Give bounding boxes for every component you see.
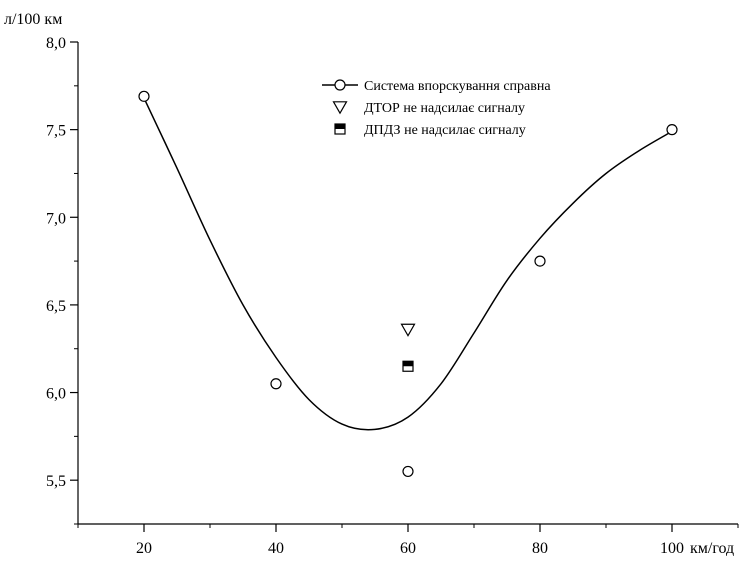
- axis-ticks: 5,5 6,0 6,5 7,0 7,5 8,0 20 40 60 80 100: [46, 35, 739, 557]
- y-tick-label: 7,0: [46, 210, 66, 227]
- y-tick-label: 7,5: [46, 123, 66, 140]
- legend-label: Система впорскування справна: [364, 79, 551, 94]
- data-point-series-1: [666, 124, 678, 136]
- legend-label: ДТОР не надсилає сигналу: [364, 101, 525, 116]
- legend-marker: [334, 79, 346, 91]
- legend: Система впорскування справна ДТОР не надс…: [322, 79, 551, 138]
- y-tick-label: 6,0: [46, 386, 66, 403]
- data-point-series-1: [534, 255, 546, 267]
- data-markers: [138, 90, 678, 478]
- x-tick-label: 40: [268, 540, 284, 557]
- x-tick-label: 20: [136, 540, 152, 557]
- legend-label: ДПДЗ не надсилає сигналу: [364, 123, 526, 138]
- legend-marker: [334, 123, 346, 135]
- x-tick-label: 60: [400, 540, 416, 557]
- data-point-series-1: [402, 465, 414, 478]
- y-tick-label: 6,5: [46, 298, 66, 315]
- data-point-series-3: [402, 360, 414, 372]
- x-tick-label: 80: [532, 540, 548, 557]
- data-point-series-1: [138, 90, 150, 102]
- y-axis-title: л/100 км: [4, 11, 62, 28]
- data-point-series-1: [270, 378, 282, 390]
- legend-marker: [332, 101, 348, 115]
- x-axis-title: км/год: [690, 540, 734, 557]
- y-tick-label: 5,5: [46, 473, 66, 490]
- fit-curve-line: [143, 97, 673, 431]
- data-point-series-2: [400, 323, 416, 337]
- x-tick-label: 100: [660, 540, 684, 557]
- y-tick-label: 8,0: [46, 35, 66, 52]
